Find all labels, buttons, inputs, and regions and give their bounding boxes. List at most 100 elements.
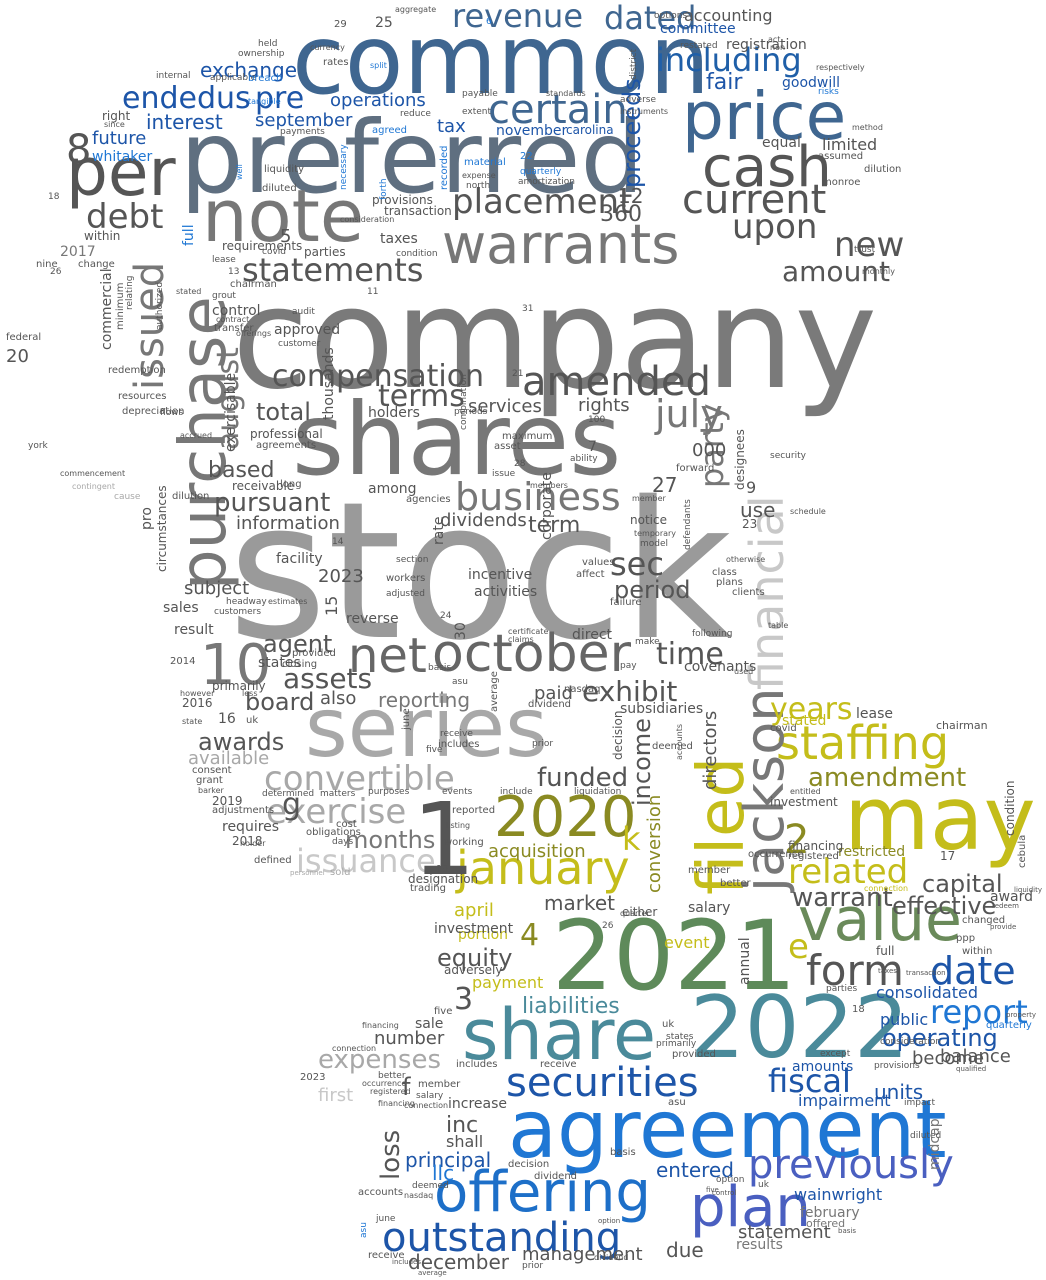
word-economic: defendants bbox=[683, 499, 693, 550]
word-placement: placement bbox=[452, 182, 633, 222]
word-covenants: closing bbox=[282, 659, 318, 670]
word-held: restated bbox=[680, 41, 718, 51]
word-statements: statements bbox=[242, 251, 424, 289]
word-working: cause bbox=[114, 492, 141, 502]
word-april: april bbox=[454, 900, 494, 921]
word-30: 30 bbox=[453, 622, 469, 640]
word-associated: include bbox=[500, 787, 533, 797]
word-connection: lease bbox=[856, 706, 893, 722]
word-state: monroe bbox=[822, 177, 861, 188]
word-losses: periods bbox=[454, 407, 488, 417]
word-offering: offering bbox=[434, 1160, 651, 1225]
word-lease: provisions bbox=[874, 1061, 920, 1071]
word-2015: section bbox=[396, 555, 429, 565]
word-use: use bbox=[740, 498, 776, 522]
word-table: affect bbox=[576, 569, 605, 580]
word-b: provide bbox=[990, 923, 1017, 931]
word-financing: stated bbox=[782, 713, 827, 729]
word-converted: forth bbox=[379, 178, 389, 200]
word-related: related bbox=[788, 852, 909, 892]
word-100: 24 bbox=[440, 611, 452, 621]
word-interest: interest bbox=[146, 110, 223, 134]
word-due: due bbox=[666, 1238, 704, 1262]
word-asset: model bbox=[640, 539, 669, 549]
word-act: registration bbox=[726, 37, 807, 53]
word-cebula: property bbox=[1006, 1011, 1036, 1019]
word-court: transfer bbox=[214, 323, 254, 334]
word-class: make bbox=[635, 637, 660, 647]
word-omnibus: customer bbox=[278, 339, 321, 349]
word-26: 18 bbox=[48, 192, 60, 202]
word-model: used bbox=[734, 667, 754, 676]
word-average: member bbox=[688, 865, 731, 876]
word-2019: 2019 bbox=[212, 794, 243, 808]
word-20: 20 bbox=[6, 346, 29, 367]
word-currently: state bbox=[182, 717, 203, 726]
word-amount: amount bbox=[782, 255, 891, 288]
word-effective: effective bbox=[892, 892, 997, 920]
word-otherwise: direct bbox=[572, 627, 613, 643]
word-pay: activities bbox=[474, 584, 538, 600]
word-market: market bbox=[544, 891, 615, 915]
word-exhibit: exhibit bbox=[582, 675, 678, 708]
word-foreign: forward bbox=[676, 463, 715, 474]
word-laws: five bbox=[706, 1186, 719, 1194]
word-companies: parties bbox=[304, 245, 346, 259]
word-awards: awards bbox=[198, 728, 285, 756]
word-members: plans bbox=[716, 577, 743, 588]
word-headway: commercial bbox=[99, 268, 115, 350]
word-goodwill: goodwill bbox=[782, 75, 841, 91]
word-receive: occurrence bbox=[748, 849, 804, 860]
word-holder: nine bbox=[36, 259, 58, 270]
word-nasdaq: connection bbox=[864, 884, 909, 893]
word-cash: cash bbox=[702, 135, 832, 200]
word-however: assumed bbox=[818, 151, 864, 162]
word-hsbc: depreciation bbox=[122, 406, 185, 417]
word-share: share bbox=[462, 994, 657, 1076]
word-certificate: facility bbox=[276, 551, 323, 567]
word-15: 15 bbox=[322, 595, 341, 616]
word-earnings: member bbox=[418, 1079, 461, 1090]
word-generally: personnel bbox=[290, 869, 325, 877]
word-delaware: days bbox=[332, 837, 354, 847]
word-risks: options bbox=[654, 11, 688, 21]
word-three: requirements bbox=[222, 239, 303, 253]
word-reduce: tangible bbox=[248, 97, 281, 106]
word-president: financing bbox=[362, 1021, 399, 1030]
word-listing: contingent bbox=[72, 482, 115, 491]
word-ebitda: security bbox=[770, 451, 806, 461]
word-matter: quarter bbox=[620, 909, 650, 918]
word-member: entitled bbox=[790, 787, 821, 796]
word-12: 12 bbox=[618, 184, 644, 208]
word-one: control bbox=[212, 303, 261, 319]
word-costs: covenants bbox=[684, 659, 757, 675]
word-shall: shall bbox=[446, 1132, 484, 1151]
word-effect: amortization bbox=[518, 177, 575, 187]
word-states: five bbox=[426, 745, 443, 755]
word-stated: consideration bbox=[880, 1037, 942, 1047]
word-clients: claims bbox=[508, 635, 534, 644]
word-agreement: agreement bbox=[508, 1083, 947, 1176]
word-monthly: instruments bbox=[620, 107, 669, 116]
word-split: act bbox=[768, 35, 781, 44]
word-pro: accounts bbox=[358, 1187, 404, 1198]
word-debt: debt bbox=[86, 197, 164, 237]
word-provided: receive bbox=[440, 729, 473, 739]
word-27: 27 bbox=[652, 473, 678, 497]
word-report: report bbox=[930, 993, 1028, 1031]
word-adversely: cebula bbox=[1017, 834, 1028, 868]
word-warrant: warrant bbox=[792, 883, 893, 913]
word-forward: otherwise bbox=[726, 555, 766, 564]
word-chief: obligations bbox=[306, 827, 361, 838]
word-united: reported bbox=[452, 805, 496, 816]
word-sec: sec bbox=[610, 545, 664, 583]
word-whether: issue bbox=[492, 469, 516, 479]
word-accounts: investment bbox=[770, 795, 838, 809]
word-income: income bbox=[628, 718, 656, 806]
word-2020: 2020 bbox=[494, 785, 637, 850]
word-form: form bbox=[806, 946, 904, 995]
word-2: 2 bbox=[784, 817, 810, 863]
word-2023: covid bbox=[770, 723, 797, 734]
word-e: e bbox=[788, 927, 809, 967]
word-going: nasdaq bbox=[404, 1191, 434, 1200]
